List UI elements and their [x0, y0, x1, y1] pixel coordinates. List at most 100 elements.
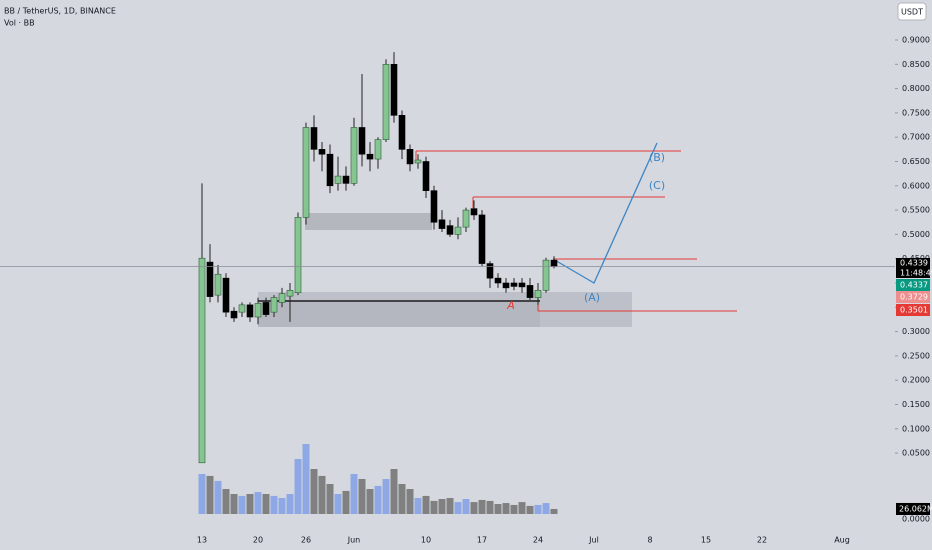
candle-body [446, 225, 454, 235]
y-tick-label: 0.6500 [902, 157, 930, 166]
volume-bar [374, 485, 382, 514]
zone-box [305, 213, 432, 230]
volume-bar [286, 494, 294, 514]
volume-bar [510, 504, 518, 514]
candle-body [366, 153, 374, 160]
price-tag [896, 291, 930, 303]
candle-body [494, 277, 502, 284]
candle-body [438, 219, 446, 229]
zone-box [258, 300, 540, 327]
candle-body [550, 259, 558, 267]
volume-bar [294, 459, 302, 514]
y-tick-label: 0.2500 [902, 351, 930, 360]
candle-body [542, 259, 550, 291]
volume-bar [406, 489, 414, 514]
volume-bar [366, 489, 374, 514]
volume-bar [342, 490, 350, 514]
volume-bar [390, 469, 398, 514]
volume-bar [318, 475, 326, 514]
y-tick-label: 0.1000 [902, 424, 930, 433]
volume-bar [334, 494, 342, 514]
volume-bar [254, 492, 262, 514]
x-tick-label: 22 [757, 536, 767, 545]
volume-bar [438, 499, 446, 514]
volume-bar [422, 495, 430, 514]
candle-body [254, 303, 262, 318]
candle-body [262, 302, 270, 315]
volume-bar [262, 494, 270, 514]
volume-bar [246, 494, 254, 514]
y-tick-label: 0.6000 [902, 181, 930, 190]
x-tick-label: 17 [477, 536, 487, 545]
x-tick-label: 20 [253, 536, 263, 545]
candle-body [222, 277, 230, 313]
candle-body [374, 139, 382, 160]
y-tick-label: 0.5000 [902, 230, 930, 239]
marks [0, 52, 895, 514]
candle-body [302, 127, 310, 218]
volume-bar [534, 504, 542, 514]
wave-label: (A) [584, 291, 600, 304]
wave-label: (C) [649, 179, 665, 192]
candle-body [502, 282, 510, 289]
price-tag-label: 0.3501 [900, 306, 928, 315]
volume-bar [310, 469, 318, 514]
volume-bar [206, 475, 214, 514]
volume-bar [550, 508, 558, 514]
volume-bar [230, 494, 238, 514]
x-tick-label: 15 [701, 536, 711, 545]
candle-body [278, 293, 286, 303]
volume-bar [270, 495, 278, 514]
volume-bar [326, 484, 334, 514]
x-tick-label: 13 [197, 536, 207, 545]
y-tick-label: 0.5500 [902, 206, 930, 215]
wave-label: A [506, 299, 515, 312]
candle-body [206, 261, 214, 297]
y-tick-label: 0.9000 [902, 35, 930, 44]
candle-body [350, 127, 358, 184]
x-tick-label: Jul [588, 536, 599, 545]
candle-body [286, 289, 294, 297]
countdown-label: 11:48:49 [900, 269, 932, 278]
y-tick-label: 0.0500 [902, 449, 930, 458]
x-tick-label: 24 [533, 536, 543, 545]
candle-body [486, 263, 494, 279]
y-tick-label: 0.2000 [902, 376, 930, 385]
candle-body [478, 214, 486, 264]
candle-body [326, 153, 334, 187]
y-tick-label: 0.8000 [902, 84, 930, 93]
volume-bar [238, 495, 246, 514]
price-tag-label: 0.4339 [900, 259, 928, 268]
candle-body [534, 289, 542, 298]
price-tag [896, 279, 930, 291]
volume-bar [542, 503, 550, 514]
candle-body [422, 161, 430, 191]
candle-body [270, 297, 278, 313]
wave-label: (B) [649, 151, 665, 164]
x-tick-label: 8 [647, 536, 652, 545]
volume-bar [414, 498, 422, 514]
candle-body [430, 190, 438, 223]
candle-body [294, 217, 302, 294]
price-tags: 0.4339 11:48:49 0.4337 0.3729 0.3501 26.… [896, 258, 932, 515]
candle-body [462, 209, 470, 228]
currency-label[interactable]: USDT [901, 8, 923, 17]
y-tick-label: 0.1500 [902, 400, 930, 409]
volume-tag [896, 502, 930, 515]
volume-bar [302, 444, 310, 514]
volume-bar [486, 500, 494, 514]
y-tick-label: 0.7000 [902, 133, 930, 142]
currency-button[interactable] [897, 2, 927, 21]
candle-body [230, 310, 238, 319]
volume-bar [398, 484, 406, 514]
candle-body [342, 175, 350, 184]
candle-body [510, 282, 518, 287]
volume-title: Vol · BB [4, 19, 35, 28]
volume-tick-label: 0.0000 [902, 515, 930, 524]
volume-bar [278, 498, 286, 514]
candle-body [518, 282, 526, 288]
projection-path [552, 142, 658, 284]
